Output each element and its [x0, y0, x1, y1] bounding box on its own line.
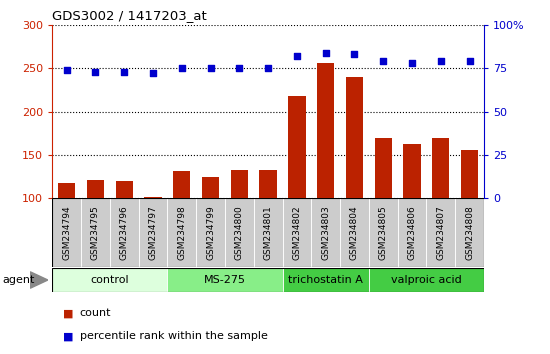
Bar: [58, 183, 75, 198]
Bar: [311, 198, 340, 267]
Text: GSM234806: GSM234806: [408, 205, 416, 260]
Bar: [52, 268, 167, 292]
Bar: [81, 198, 110, 267]
Text: GSM234795: GSM234795: [91, 205, 100, 260]
Point: [177, 65, 186, 71]
Point: [350, 51, 359, 57]
Bar: [403, 144, 421, 198]
Point: [408, 60, 416, 66]
Polygon shape: [30, 272, 48, 288]
Text: GSM234799: GSM234799: [206, 205, 215, 260]
Point: [379, 58, 388, 64]
Text: GSM234798: GSM234798: [177, 205, 186, 260]
Point: [120, 69, 129, 74]
Bar: [283, 198, 311, 267]
Text: GSM234797: GSM234797: [148, 205, 157, 260]
Bar: [369, 198, 398, 267]
Point: [62, 67, 71, 73]
Text: ■: ■: [63, 331, 74, 341]
Text: GDS3002 / 1417203_at: GDS3002 / 1417203_at: [52, 9, 207, 22]
Text: GSM234794: GSM234794: [62, 205, 71, 260]
Bar: [340, 198, 369, 267]
Bar: [369, 268, 484, 292]
Point: [91, 69, 100, 74]
Point: [293, 53, 301, 59]
Bar: [196, 198, 225, 267]
Bar: [173, 171, 190, 198]
Text: MS-275: MS-275: [204, 275, 246, 285]
Bar: [144, 196, 162, 198]
Text: GSM234800: GSM234800: [235, 205, 244, 260]
Bar: [110, 198, 139, 267]
Text: GSM234802: GSM234802: [293, 205, 301, 260]
Bar: [288, 96, 306, 198]
Bar: [230, 170, 248, 198]
Bar: [167, 268, 283, 292]
Text: GSM234796: GSM234796: [120, 205, 129, 260]
Bar: [398, 198, 426, 267]
Point: [264, 65, 273, 71]
Bar: [116, 181, 133, 198]
Text: GSM234805: GSM234805: [379, 205, 388, 260]
Bar: [225, 198, 254, 267]
Text: GSM234801: GSM234801: [263, 205, 273, 260]
Text: agent: agent: [3, 275, 35, 285]
Text: GSM234803: GSM234803: [321, 205, 330, 260]
Bar: [426, 198, 455, 267]
Text: percentile rank within the sample: percentile rank within the sample: [80, 331, 268, 341]
Bar: [432, 137, 449, 198]
Bar: [254, 198, 283, 267]
Bar: [87, 180, 104, 198]
Text: count: count: [80, 308, 111, 318]
Bar: [375, 137, 392, 198]
Bar: [317, 63, 334, 198]
Bar: [455, 198, 484, 267]
Bar: [283, 268, 369, 292]
Point: [148, 70, 157, 76]
Text: valproic acid: valproic acid: [391, 275, 462, 285]
Text: GSM234804: GSM234804: [350, 205, 359, 260]
Point: [206, 65, 215, 71]
Point: [235, 65, 244, 71]
Bar: [52, 198, 81, 267]
Text: trichostatin A: trichostatin A: [288, 275, 363, 285]
Point: [436, 58, 445, 64]
Text: ■: ■: [63, 308, 74, 318]
Text: GSM234808: GSM234808: [465, 205, 474, 260]
Text: control: control: [91, 275, 129, 285]
Text: GSM234807: GSM234807: [436, 205, 446, 260]
Bar: [461, 150, 478, 198]
Bar: [346, 77, 363, 198]
Bar: [202, 177, 219, 198]
Bar: [139, 198, 167, 267]
Bar: [167, 198, 196, 267]
Point: [465, 58, 474, 64]
Bar: [260, 170, 277, 198]
Point: [321, 50, 330, 55]
